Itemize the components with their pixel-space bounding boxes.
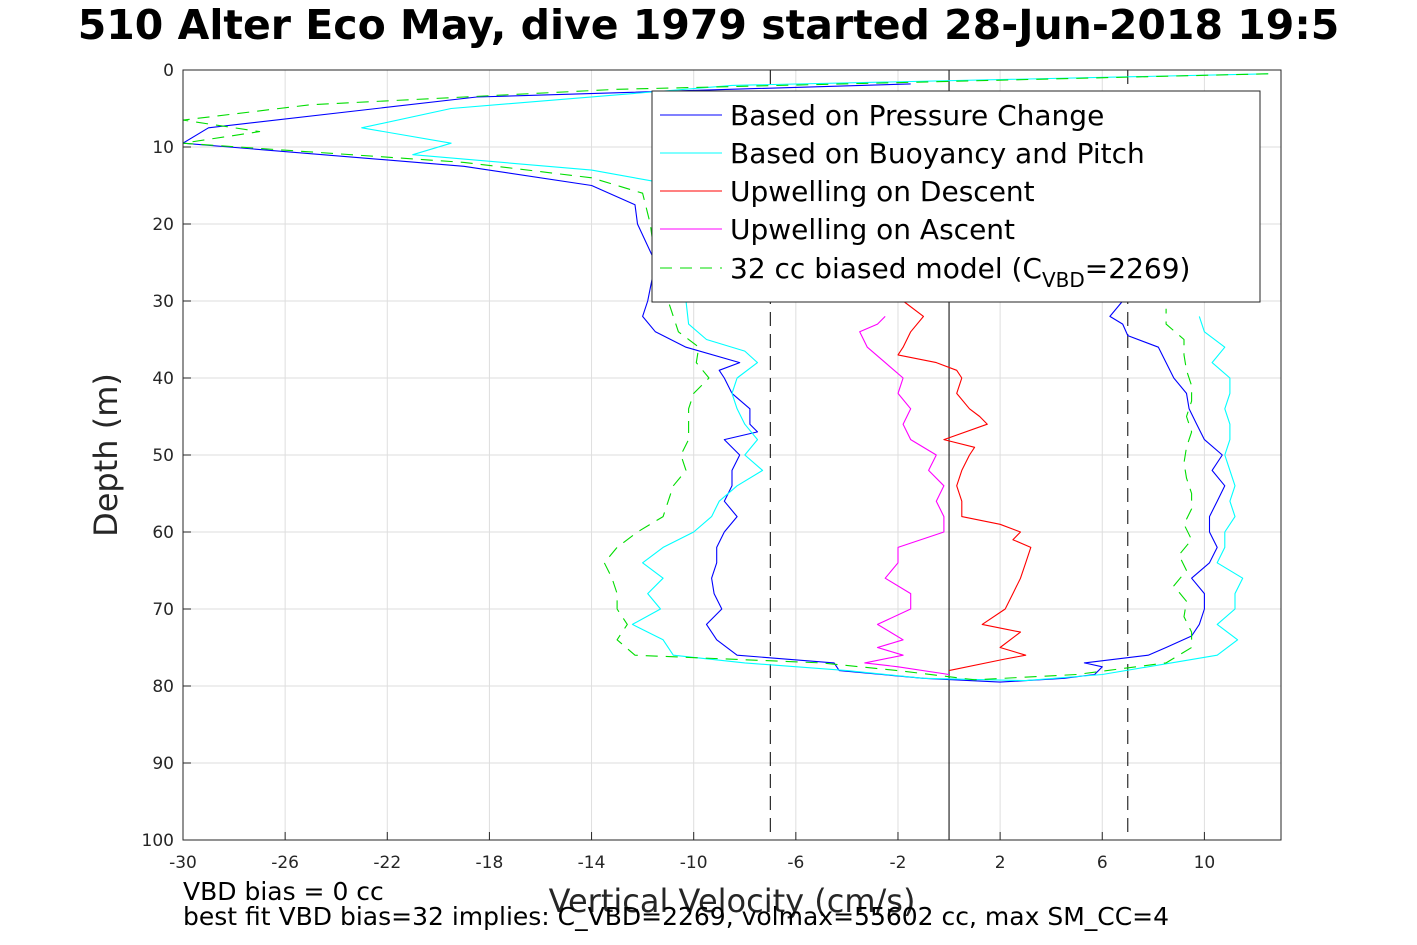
x-tick-label: -10 xyxy=(680,853,708,873)
legend-box xyxy=(651,90,1261,303)
y-axis-label: Depth (m) xyxy=(87,373,125,537)
x-tick-label: -2 xyxy=(890,853,907,873)
legend-entry-buoyancy: Based on Buoyancy and Pitch xyxy=(730,137,1145,170)
legend-entry-pressure: Based on Pressure Change xyxy=(730,99,1104,132)
y-tick-label: 60 xyxy=(152,523,174,543)
x-tick-label: -6 xyxy=(787,853,804,873)
y-tick-label: 10 xyxy=(152,138,174,158)
vbd-bias-note: VBD bias = 0 cc xyxy=(183,877,384,906)
x-tick-label: 10 xyxy=(1194,853,1216,873)
upwelling-ascent-line xyxy=(859,316,950,676)
y-tick-label: 40 xyxy=(152,369,174,389)
y-tick-label: 30 xyxy=(152,292,174,312)
y-tick-label: 0 xyxy=(163,61,174,81)
x-tick-label: -14 xyxy=(578,853,606,873)
best-fit-note: best fit VBD bias=32 implies: C_VBD=2269… xyxy=(183,902,1170,931)
pressure-change-line xyxy=(183,83,1226,683)
y-tick-label: 20 xyxy=(152,215,174,235)
x-tick-label: -22 xyxy=(373,853,401,873)
y-tick-label: 100 xyxy=(142,831,174,851)
upwelling-descent-line xyxy=(897,300,1032,672)
buoyancy-pitch-line xyxy=(361,73,1269,682)
y-tick-label: 90 xyxy=(152,754,174,774)
legend-model-suffix: =2269) xyxy=(1085,252,1191,285)
y-tick-label: 80 xyxy=(152,677,174,697)
x-tick-label: 2 xyxy=(995,853,1006,873)
x-tick-label: 6 xyxy=(1097,853,1108,873)
legend-model-sub: VBD xyxy=(1042,268,1085,292)
legend-model-main: 32 cc biased model (C xyxy=(730,252,1042,285)
chart-title: 510 Alter Eco May, dive 1979 started 28-… xyxy=(77,1,1340,49)
x-tick-label: -26 xyxy=(271,853,299,873)
legend-entry-descent: Upwelling on Descent xyxy=(730,175,1035,208)
legend: Based on Pressure Change Based on Buoyan… xyxy=(651,90,1261,303)
y-tick-label: 50 xyxy=(152,446,174,466)
x-axis-ticks: -30 -26 -22 -18 -14 -10 -6 -2 2 6 10 xyxy=(169,832,1215,873)
x-axis-label: Vertical Velocity (cm/s) xyxy=(549,882,916,920)
legend-entry-model: 32 cc biased model (CVBD=2269) xyxy=(730,252,1190,292)
x-tick-label: -30 xyxy=(169,853,197,873)
y-axis-ticks: 0 10 20 30 40 50 60 70 80 90 100 xyxy=(142,61,191,851)
x-tick-label: -18 xyxy=(476,853,504,873)
y-tick-label: 70 xyxy=(152,600,174,620)
legend-entry-ascent: Upwelling on Ascent xyxy=(730,213,1015,246)
